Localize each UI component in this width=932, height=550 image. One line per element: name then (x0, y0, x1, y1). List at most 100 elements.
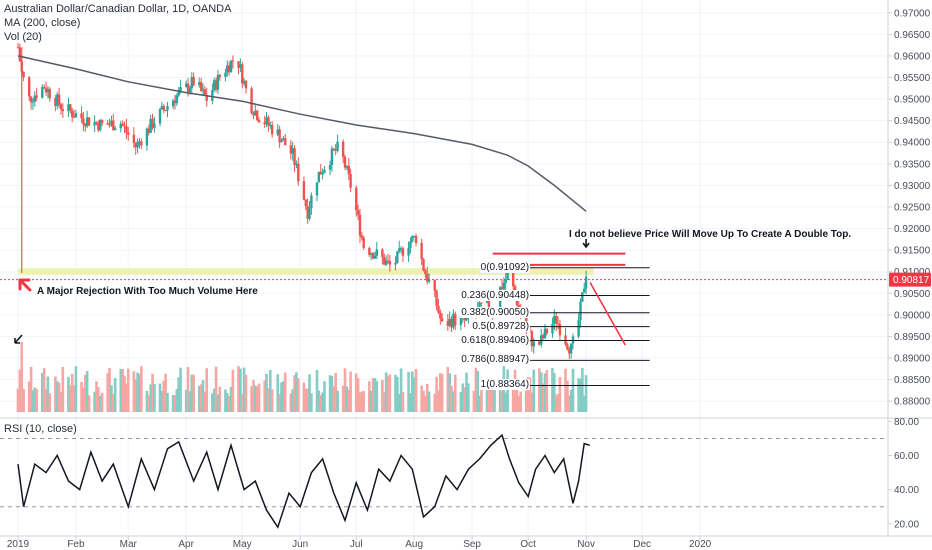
volume-bar (82, 388, 85, 412)
volume-bar (371, 378, 375, 412)
candle-body (463, 315, 466, 321)
volume-bar (519, 391, 522, 412)
volume-bar (297, 378, 300, 412)
candle-body (568, 349, 571, 354)
last-price-tag: 0.90817 (889, 272, 931, 287)
volume-bar (414, 368, 418, 412)
candle-body (108, 124, 111, 126)
candle-body (330, 148, 334, 166)
ma-line (17, 55, 587, 212)
candle-body (556, 323, 560, 325)
volume-bar (345, 386, 349, 412)
price-tick-label: 0.88500 (894, 375, 931, 386)
candle-body (343, 156, 347, 168)
price-axis[interactable]: 0.97000 0.96500 0.96000 0.95500 0.95000 0.945… (888, 8, 931, 408)
volume-legend[interactable]: Vol (20) (4, 31, 42, 43)
volume-bar (72, 385, 76, 412)
volume-bar (467, 383, 470, 412)
volume-bar (282, 381, 285, 412)
volume-bar (225, 393, 229, 412)
volume-bar (373, 377, 377, 412)
candle-body (112, 120, 115, 131)
volume-bar (474, 367, 478, 412)
volume-bar (126, 368, 130, 412)
candle-body (284, 138, 287, 146)
volume-bar (29, 366, 33, 412)
candle-body (257, 120, 261, 123)
candle-body (323, 169, 326, 173)
volume-bar (476, 371, 480, 412)
volume-bar (22, 388, 25, 412)
rsi-axis[interactable]: 80.00 60.00 40.00 20.00 (888, 417, 919, 530)
candle-body (414, 235, 418, 243)
candle-body (433, 280, 436, 291)
candle-body (293, 148, 296, 166)
volume-bar (83, 375, 87, 412)
candle-body (420, 242, 423, 260)
rejection-arrow-icon (18, 278, 32, 292)
volume-bar (498, 389, 502, 412)
candle-body (57, 94, 61, 105)
time-tick-label: Jun (292, 539, 308, 550)
candle-body (211, 90, 214, 101)
symbol-title[interactable]: Australian Dollar/Canadian Dollar, 1D, O… (4, 3, 232, 15)
volume-bar (500, 390, 504, 412)
volume-bar (162, 380, 166, 412)
volume-bar (571, 368, 575, 412)
time-tick-label: Sep (463, 539, 481, 550)
volume-bar (465, 372, 468, 412)
volume-bar (20, 342, 24, 412)
candle-body (241, 64, 244, 84)
price-tick-label: 0.88000 (894, 397, 931, 408)
volume-bar (212, 388, 216, 412)
rsi-legend[interactable]: RSI (10, close) (4, 423, 77, 435)
support-zone (18, 268, 594, 275)
candle-body (201, 89, 205, 91)
volume-bar (250, 386, 253, 412)
price-tick-label: 0.93000 (894, 181, 931, 192)
volume-bar (67, 376, 70, 412)
candle-body (369, 253, 373, 255)
candle-body (291, 148, 294, 154)
candle-body (67, 104, 70, 112)
candle-body (412, 235, 416, 237)
candle-body (347, 165, 350, 174)
candle-body (551, 323, 554, 334)
candle-body (97, 123, 100, 131)
candle-body (332, 148, 336, 150)
volume-bar (526, 377, 530, 412)
candle-body (362, 237, 365, 248)
volume-bar (567, 395, 571, 412)
volume-bar (188, 391, 192, 412)
fib-label: 0.236(0.90448) (460, 289, 531, 301)
ma-legend[interactable]: MA (200, close) (4, 17, 81, 29)
price-tick-label: 0.89500 (894, 332, 931, 343)
time-axis[interactable]: 2019 Feb Mar Apr May Jun Jul Aug Sep Oct Nov Dec 202… (7, 536, 712, 550)
projection-line (589, 282, 627, 346)
candle-body (583, 288, 586, 293)
volume-bar (18, 369, 22, 412)
candle-body (427, 280, 431, 282)
volume-bar (61, 366, 65, 412)
candle-body (401, 248, 405, 256)
volume-bar (362, 391, 366, 412)
volume-bar (74, 366, 78, 412)
candle-body (530, 331, 534, 347)
volume-bar (530, 392, 534, 412)
volume-bar (440, 374, 444, 412)
candle-body (250, 88, 253, 114)
price-tick-label: 0.97000 (894, 8, 931, 19)
fib-label: 0.5(0.89728) (471, 320, 531, 332)
candle-body (349, 173, 352, 188)
candle-body (227, 65, 231, 73)
volume-bar (110, 385, 113, 412)
candle-body (244, 81, 248, 89)
candle-body (504, 279, 507, 283)
volume-bar (354, 373, 358, 412)
candle-body (80, 113, 83, 119)
volume-bar (106, 373, 109, 412)
candle-body (106, 123, 109, 125)
candle-body (153, 123, 156, 129)
candle-body (319, 171, 322, 175)
